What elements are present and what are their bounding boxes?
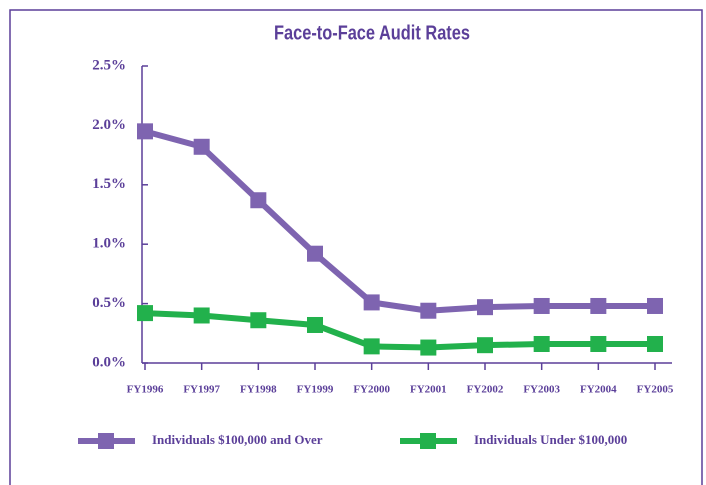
point-marker: [193, 307, 210, 324]
point-marker: [250, 312, 267, 329]
point-marker: [420, 302, 437, 319]
x-tick-label: FY2004: [580, 384, 617, 396]
point-marker: [477, 299, 493, 316]
y-tick-label: 1.0%: [92, 236, 126, 252]
x-tick-label: FY1998: [240, 384, 277, 396]
x-tick-label: FY2001: [410, 384, 447, 396]
point-marker: [193, 138, 210, 155]
x-tick-label: FY1996: [127, 384, 164, 396]
y-tick-label: 2.5%: [92, 57, 126, 73]
legend-label: Individuals $100,000 and Over: [152, 432, 323, 447]
legend-marker: [98, 433, 114, 449]
series-line: [144, 310, 655, 351]
y-tick-label: 0.0%: [92, 354, 126, 370]
point-marker: [420, 339, 437, 356]
point-marker: [250, 192, 267, 209]
legend-marker: [420, 433, 436, 449]
y-tick-label: 1.5%: [92, 176, 126, 192]
point-marker: [363, 338, 380, 355]
y-tick-label: 0.5%: [92, 295, 126, 311]
y-tick-label: 2.0%: [92, 117, 126, 133]
point-marker: [647, 297, 663, 314]
x-tick-label: FY1997: [183, 384, 220, 396]
x-tick-label: FY2005: [637, 384, 674, 396]
point-marker: [590, 297, 607, 314]
frame: [9, 9, 703, 485]
series-line: [144, 128, 655, 314]
point-marker: [307, 316, 323, 333]
point-marker: [533, 335, 550, 352]
point-marker: [477, 337, 493, 354]
point-marker: [307, 245, 323, 262]
point-marker: [137, 123, 153, 140]
x-tick-label: FY1999: [297, 384, 334, 396]
point-marker: [647, 335, 663, 352]
point-marker: [533, 297, 550, 314]
chart-title: Face-to-Face Audit Rates: [274, 21, 470, 44]
x-tick-label: FY2002: [467, 384, 504, 396]
x-tick-label: FY2000: [353, 384, 390, 396]
x-tick-label: FY2003: [523, 384, 560, 396]
point-marker: [137, 305, 153, 322]
legend-label: Individuals Under $100,000: [474, 432, 627, 447]
point-marker: [590, 335, 607, 352]
point-marker: [363, 294, 380, 311]
